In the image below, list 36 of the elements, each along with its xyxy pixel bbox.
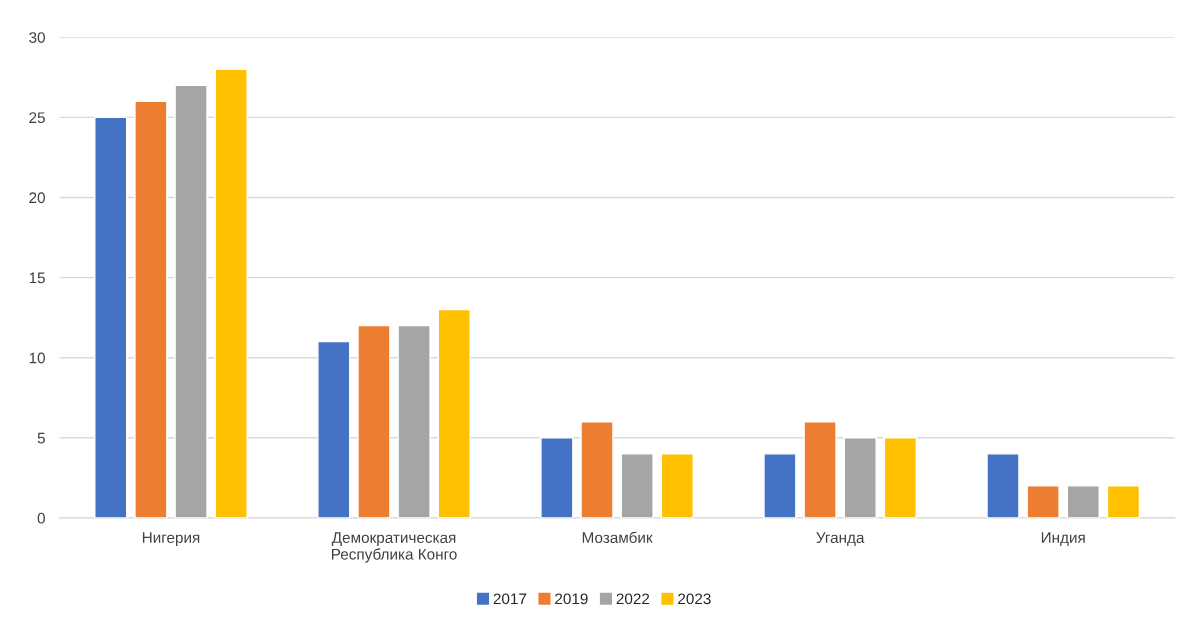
- bar: [986, 453, 1020, 518]
- bar: [1026, 485, 1060, 518]
- x-tick-label: Нигерия: [142, 532, 200, 547]
- y-tick-label: 15: [29, 272, 45, 284]
- legend-label: 2022: [616, 593, 650, 605]
- bar: [660, 453, 694, 518]
- legend-label: 2019: [555, 593, 588, 605]
- bar: [763, 453, 797, 518]
- x-tick-label: Демократическая Республика Конго: [331, 532, 457, 563]
- bar: [94, 116, 128, 518]
- legend-label: 2023: [678, 593, 711, 605]
- bar: [214, 68, 248, 518]
- bar: [437, 308, 471, 518]
- x-tick-label: Уганда: [816, 532, 865, 546]
- x-tick-label: Мозамбик: [582, 531, 653, 544]
- bar: [1106, 485, 1141, 518]
- bar: [174, 84, 208, 518]
- bar: [803, 421, 837, 518]
- bar: [397, 324, 431, 518]
- bar: [540, 437, 574, 518]
- y-tick-label: 5: [37, 432, 45, 444]
- bar: [357, 324, 391, 518]
- bar: [883, 437, 918, 518]
- legend-label: 2017: [493, 593, 527, 605]
- y-tick-label: 20: [29, 192, 45, 204]
- y-tick-label: 0: [37, 512, 45, 524]
- bar: [620, 453, 654, 518]
- bar: [580, 421, 614, 518]
- bar: [1066, 485, 1100, 518]
- x-tick-label: Индия: [1041, 532, 1085, 546]
- bar: [843, 437, 877, 518]
- bar: [134, 100, 168, 518]
- y-tick-label: 10: [29, 352, 45, 364]
- y-tick-label: 25: [29, 112, 45, 124]
- y-tick-label: 30: [29, 32, 45, 43]
- bar: [317, 340, 351, 518]
